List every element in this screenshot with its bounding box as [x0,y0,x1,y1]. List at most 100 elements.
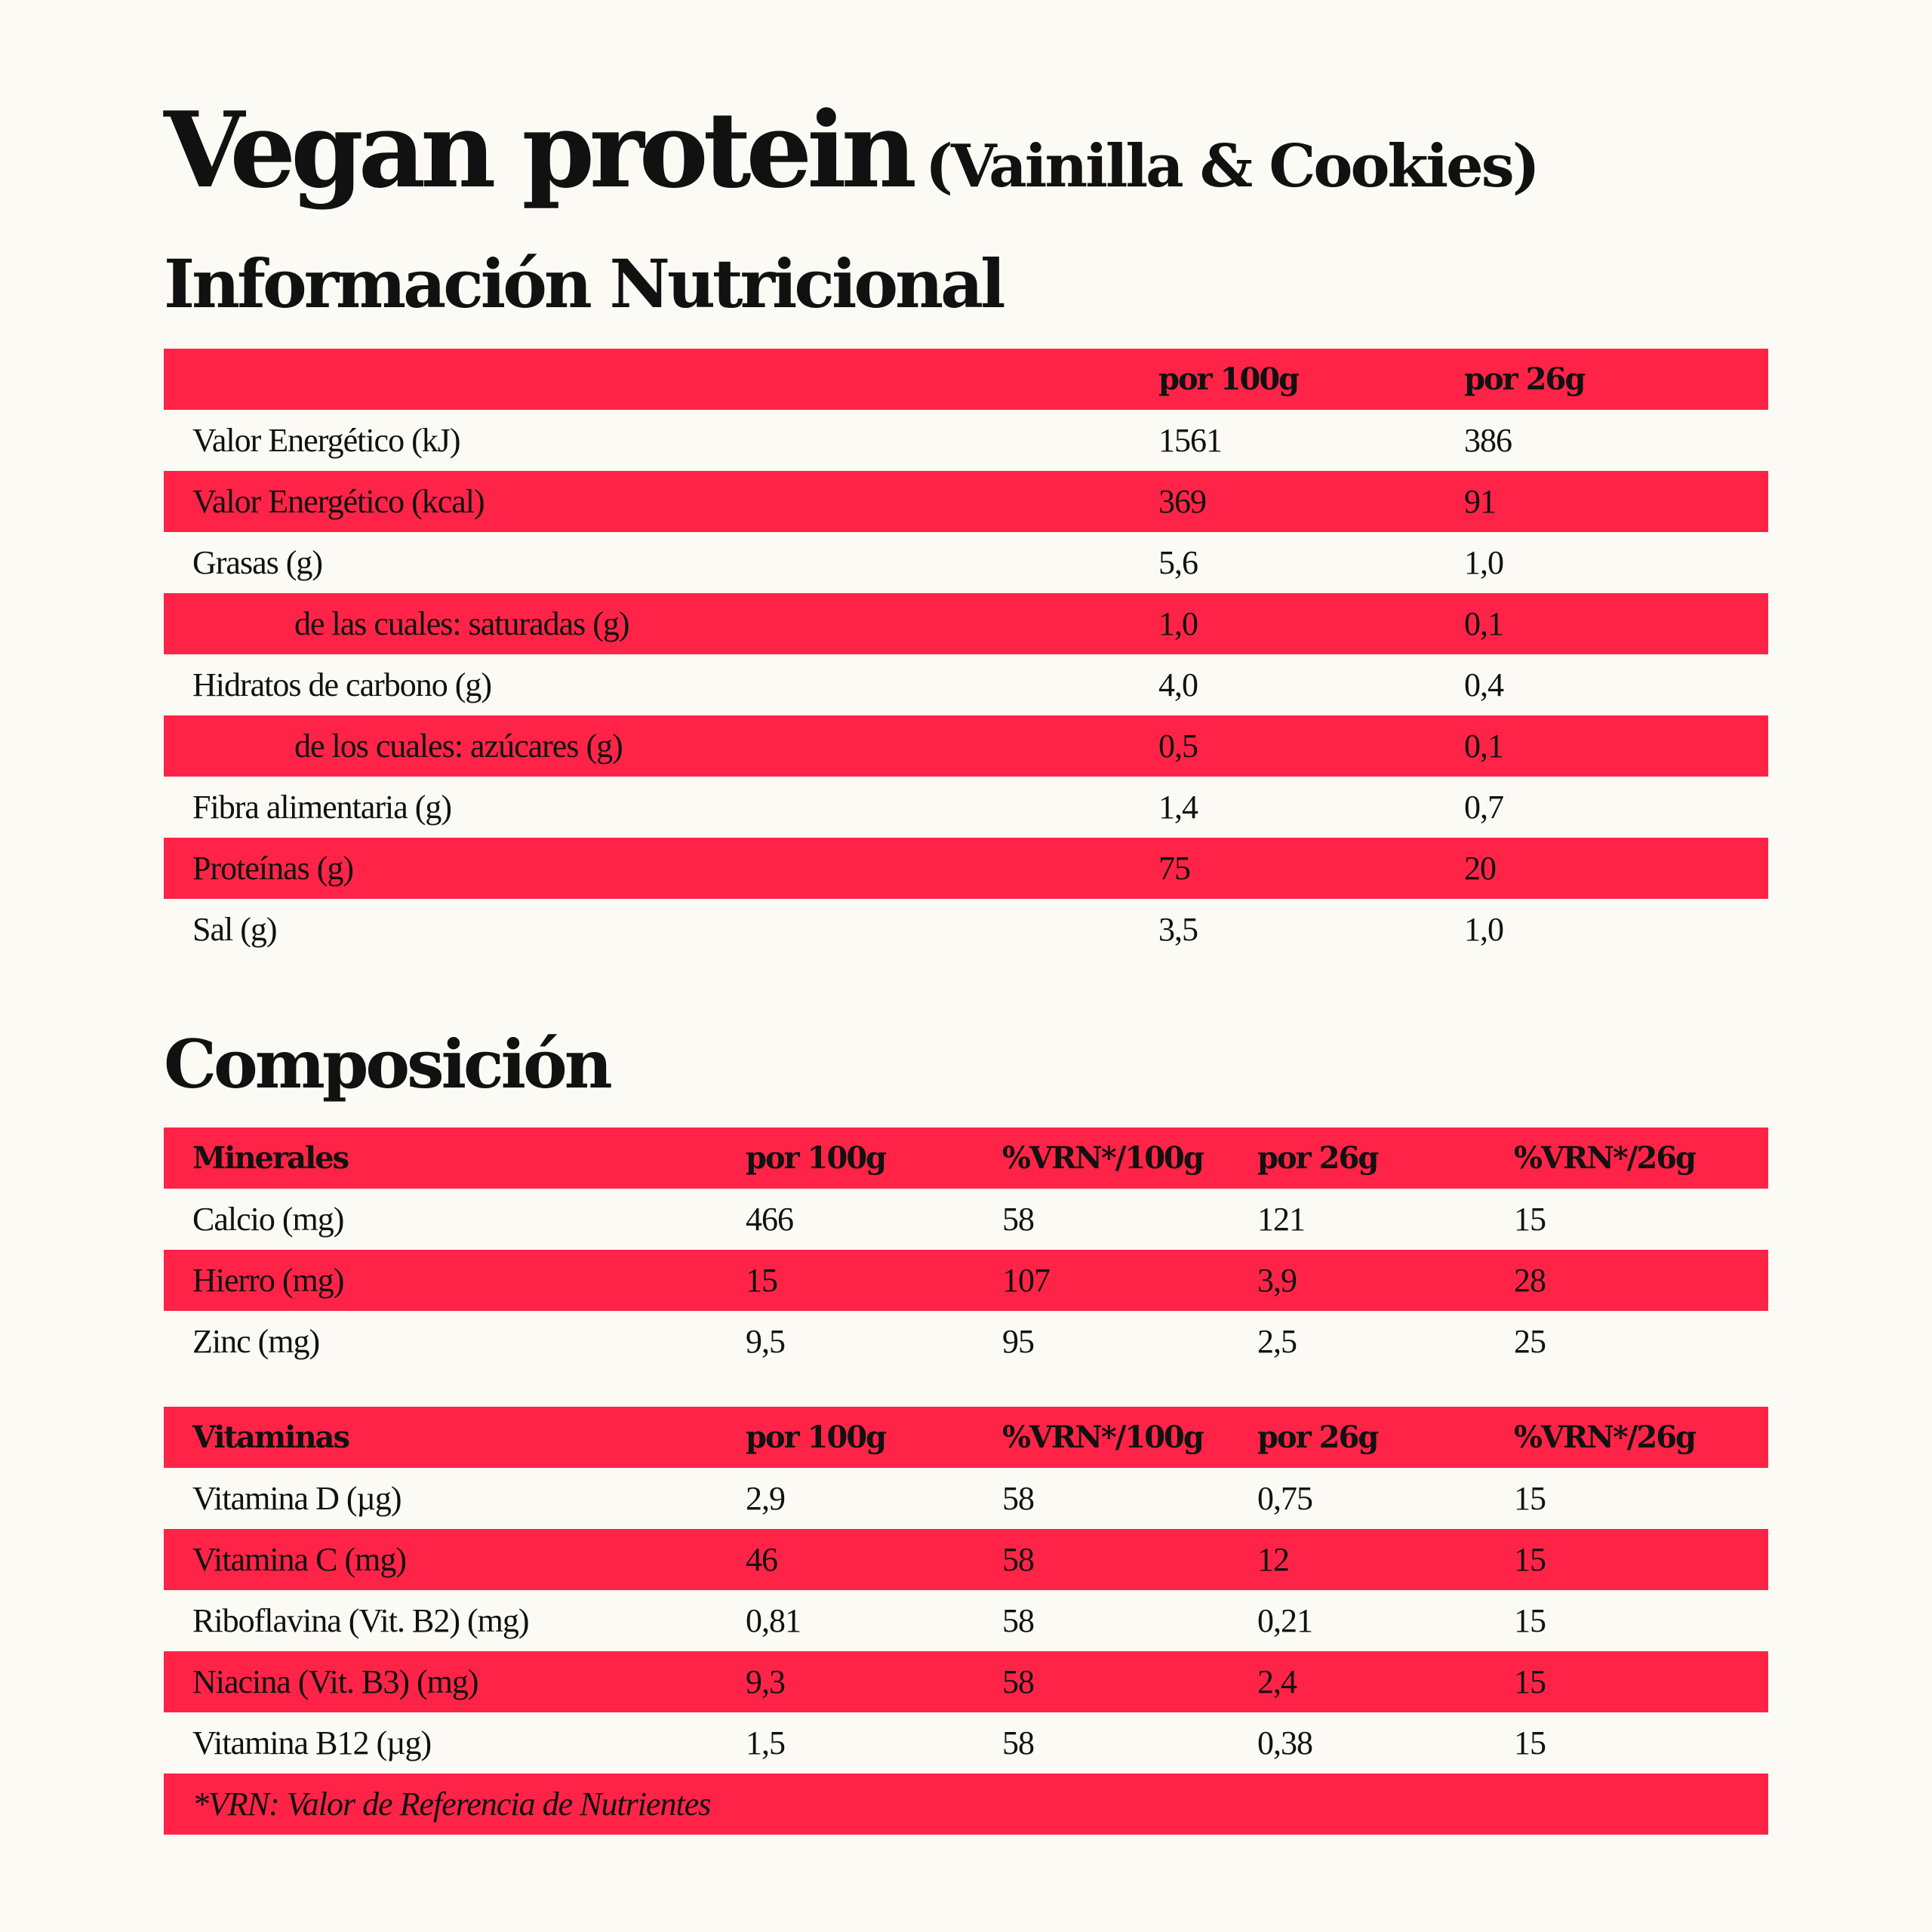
value-per-100g: 1,5 [746,1724,786,1761]
column-header: %VRN*/26g [1485,1128,1768,1189]
value-per-100g: 2,9 [746,1480,786,1517]
value-per-26g: 0,21 [1257,1602,1313,1639]
value-per-100g: 46 [717,1529,974,1590]
nutrient-label: Valor Energético (kcal) [164,471,1130,532]
vrn-per-26g: 25 [1514,1323,1546,1360]
vitamins-header-row: Vitaminas por 100g %VRN*/100g por 26g %V… [164,1407,1768,1468]
vrn-per-100g: 58 [974,1651,1229,1712]
value-per-26g: 2,4 [1229,1651,1485,1712]
column-header: %VRN*/100g [974,1128,1229,1189]
value-per-100g: 3,5 [1158,911,1198,948]
nutrient-label: Sal (g) [192,911,278,948]
vrn-per-100g: 58 [1002,1201,1035,1238]
value-per-100g: 75 [1130,838,1435,899]
value-per-26g: 0,7 [1464,789,1504,826]
value-per-100g: 5,6 [1158,544,1198,581]
table-row: Niacina (Vit. B3) (mg) 9,3 58 2,4 15 [164,1651,1768,1712]
vrn-per-100g: 58 [1002,1480,1035,1517]
column-header: por 100g [717,1128,974,1189]
value-per-26g: 2,5 [1257,1323,1297,1360]
table-row: Vitamina D (µg) 2,9 58 0,75 15 [164,1468,1768,1529]
mineral-label: Hierro (mg) [164,1250,717,1311]
table-row: de las cuales: saturadas (g) 1,0 0,1 [164,593,1768,654]
table-row: Grasas (g) 5,6 1,0 [164,532,1768,593]
table-row: Calcio (mg) 466 58 121 15 [164,1189,1768,1250]
product-title: Vegan protein [164,88,917,211]
column-header: Minerales [164,1128,717,1189]
table-row: Valor Energético (kJ) 1561 386 [164,410,1768,471]
vrn-per-26g: 15 [1514,1201,1546,1238]
table-row: Sal (g) 3,5 1,0 [164,899,1768,960]
vrn-per-100g: 58 [1002,1602,1035,1639]
table-row: Zinc (mg) 9,5 95 2,5 25 [164,1311,1768,1372]
value-per-100g: 369 [1130,471,1435,532]
value-per-26g: 12 [1229,1529,1485,1590]
table-row: de los cuales: azúcares (g) 0,5 0,1 [164,715,1768,777]
vrn-per-100g: 95 [1002,1323,1035,1360]
vrn-footnote: *VRN: Valor de Referencia de Nutrientes [164,1774,1768,1835]
value-per-100g: 1561 [1158,422,1223,459]
value-per-26g: 1,0 [1464,911,1504,948]
value-per-26g: 0,1 [1435,715,1768,777]
column-header [164,349,1130,410]
value-per-100g: 9,5 [746,1323,786,1360]
nutrient-label: Fibra alimentaria (g) [192,789,452,826]
table-row: Hidratos de carbono (g) 4,0 0,4 [164,654,1768,715]
column-header: %VRN*/26g [1485,1407,1768,1468]
nutrient-label: de las cuales: saturadas (g) [164,593,1130,654]
composition-heading: Composición [164,1025,613,1103]
nutrient-label: Grasas (g) [192,544,323,581]
value-per-26g: 91 [1435,471,1768,532]
table-row: Fibra alimentaria (g) 1,4 0,7 [164,777,1768,838]
table-row: Vitamina B12 (µg) 1,5 58 0,38 15 [164,1712,1768,1774]
vitamin-label: Vitamina D (µg) [192,1480,402,1517]
nutrition-header-row: por 100g por 26g [164,349,1768,410]
value-per-26g: 20 [1435,838,1768,899]
mineral-label: Zinc (mg) [192,1323,320,1360]
value-per-26g: 1,0 [1464,544,1504,581]
table-row: Proteínas (g) 75 20 [164,838,1768,899]
column-header: Vitaminas [164,1407,717,1468]
mineral-label: Calcio (mg) [192,1201,344,1238]
vrn-per-26g: 15 [1514,1602,1546,1639]
value-per-100g: 1,4 [1158,789,1198,826]
column-header: %VRN*/100g [974,1407,1229,1468]
value-per-100g: 1,0 [1130,593,1435,654]
table-row: Vitamina C (mg) 46 58 12 15 [164,1529,1768,1590]
column-header: por 26g [1229,1407,1485,1468]
vrn-per-26g: 15 [1485,1529,1768,1590]
column-header: por 100g [717,1407,974,1468]
vrn-per-26g: 15 [1514,1480,1546,1517]
value-per-100g: 0,81 [746,1602,801,1639]
table-row: Riboflavina (Vit. B2) (mg) 0,81 58 0,21 … [164,1590,1768,1651]
vrn-per-26g: 28 [1485,1250,1768,1311]
column-header: por 26g [1435,349,1768,410]
vitamins-table: Vitaminas por 100g %VRN*/100g por 26g %V… [164,1407,1768,1835]
vrn-per-26g: 15 [1514,1724,1546,1761]
footnote-row: *VRN: Valor de Referencia de Nutrientes [164,1774,1768,1835]
title-row: Vegan protein (Vainilla & Cookies) [164,98,1540,202]
value-per-26g: 3,9 [1229,1250,1485,1311]
table-row: Hierro (mg) 15 107 3,9 28 [164,1250,1768,1311]
nutrient-label: Hidratos de carbono (g) [192,666,492,703]
value-per-26g: 0,75 [1257,1480,1313,1517]
value-per-100g: 15 [717,1250,974,1311]
nutrient-label: Valor Energético (kJ) [192,422,461,459]
vrn-per-100g: 58 [1002,1724,1035,1761]
value-per-26g: 0,1 [1435,593,1768,654]
vrn-per-26g: 15 [1485,1651,1768,1712]
value-per-100g: 9,3 [717,1651,974,1712]
value-per-100g: 4,0 [1158,666,1198,703]
vitamin-label: Riboflavina (Vit. B2) (mg) [192,1602,530,1639]
value-per-26g: 386 [1464,422,1512,459]
vitamin-label: Vitamina B12 (µg) [192,1724,432,1761]
vitamin-label: Niacina (Vit. B3) (mg) [164,1651,717,1712]
value-per-100g: 0,5 [1130,715,1435,777]
minerals-table: Minerales por 100g %VRN*/100g por 26g %V… [164,1128,1768,1372]
value-per-100g: 466 [746,1201,794,1238]
vrn-per-100g: 58 [974,1529,1229,1590]
column-header: por 100g [1130,349,1435,410]
minerals-header-row: Minerales por 100g %VRN*/100g por 26g %V… [164,1128,1768,1189]
nutrition-table: por 100g por 26g Valor Energético (kJ) 1… [164,349,1768,960]
nutrient-label: de los cuales: azúcares (g) [164,715,1130,777]
